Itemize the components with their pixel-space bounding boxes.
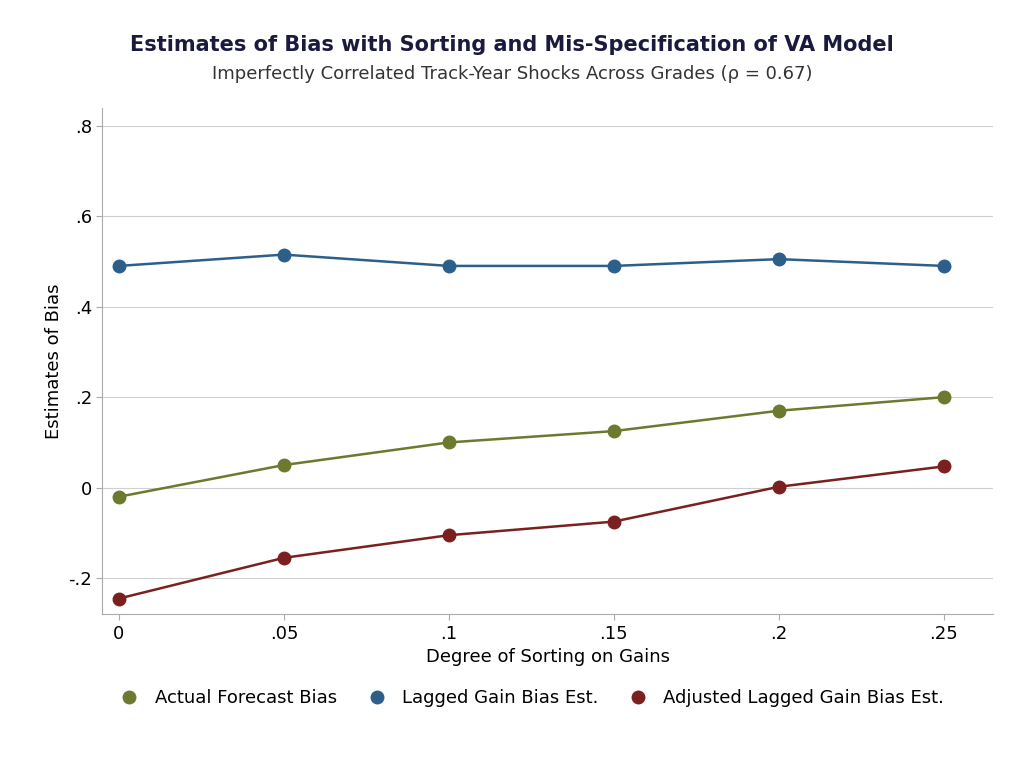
Actual Forecast Bias [113,492,125,502]
Lagged Gain Bias Est. [113,261,125,270]
Lagged Gain Bias Est. [773,254,785,263]
X-axis label: Degree of Sorting on Gains: Degree of Sorting on Gains [426,648,670,667]
Adjusted Lagged Gain Bias Est. [607,517,620,526]
Lagged Gain Bias Est. [442,261,455,270]
Adjusted Lagged Gain Bias Est. [278,553,290,562]
Line: Lagged Gain Bias Est.: Lagged Gain Bias Est. [113,248,950,272]
Line: Actual Forecast Bias: Actual Forecast Bias [113,391,950,503]
Actual Forecast Bias [773,406,785,415]
Adjusted Lagged Gain Bias Est. [773,482,785,492]
Lagged Gain Bias Est. [938,261,950,270]
Actual Forecast Bias [442,438,455,447]
Legend: Actual Forecast Bias, Lagged Gain Bias Est., Adjusted Lagged Gain Bias Est.: Actual Forecast Bias, Lagged Gain Bias E… [112,690,944,707]
Adjusted Lagged Gain Bias Est. [442,531,455,540]
Text: Imperfectly Correlated Track-Year Shocks Across Grades (ρ = 0.67): Imperfectly Correlated Track-Year Shocks… [212,65,812,83]
Line: Adjusted Lagged Gain Bias Est.: Adjusted Lagged Gain Bias Est. [113,460,950,605]
Adjusted Lagged Gain Bias Est. [938,462,950,471]
Y-axis label: Estimates of Bias: Estimates of Bias [45,283,62,439]
Actual Forecast Bias [938,392,950,402]
Lagged Gain Bias Est. [278,250,290,260]
Actual Forecast Bias [278,461,290,470]
Lagged Gain Bias Est. [607,261,620,270]
Adjusted Lagged Gain Bias Est. [113,594,125,603]
Text: Estimates of Bias with Sorting and Mis-Specification of VA Model: Estimates of Bias with Sorting and Mis-S… [130,35,894,55]
Actual Forecast Bias [607,426,620,435]
